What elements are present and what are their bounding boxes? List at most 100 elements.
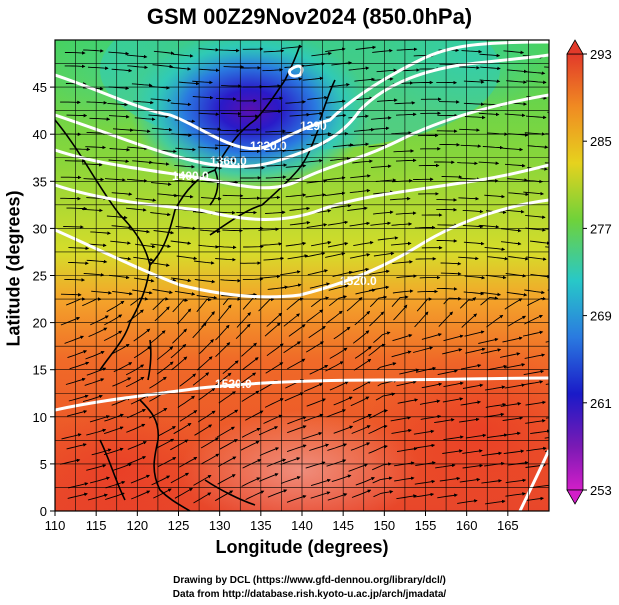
streamline [263,49,285,53]
streamline [441,175,463,179]
streamline [63,225,84,229]
streamline [351,425,371,434]
streamline [462,449,483,454]
streamline [304,62,326,67]
streamline [440,261,462,266]
streamline [547,111,549,113]
streamline [460,144,482,148]
streamline [421,382,443,389]
streamline [153,230,175,235]
streamline [434,418,455,424]
x-tick-label: 145 [332,518,354,533]
streamline [443,435,464,441]
streamline [177,308,192,325]
streamline [352,380,372,392]
cold-core [130,40,370,190]
streamline [266,312,283,327]
streamline [157,457,177,468]
streamline [126,376,145,388]
streamline [265,362,284,374]
streamline [200,127,222,131]
streamline [389,196,411,201]
streamline [68,261,89,265]
streamline [394,476,415,482]
streamline [459,417,480,423]
streamline [64,278,86,282]
streamline [460,400,482,406]
streamline [507,315,527,327]
streamline [525,80,547,85]
streamline [284,147,306,152]
streamline [478,337,499,344]
streamline [265,129,287,133]
streamline [90,231,111,235]
streamline [461,313,478,328]
streamline [106,300,125,313]
streamline [527,145,549,149]
streamline [439,476,461,482]
streamline [194,278,216,284]
streamline [522,330,544,337]
streamline [241,427,261,438]
streamline [307,95,328,100]
streamline [152,288,173,294]
streamline [107,102,129,107]
streamline [354,346,372,359]
streamline [307,269,329,276]
streamline [459,477,481,483]
streamline [394,461,415,467]
streamline [82,394,103,403]
streamline [458,256,479,261]
streamline [327,241,349,248]
streamline [436,287,458,291]
streamline [549,482,569,485]
streamline [369,295,388,308]
streamline [104,413,124,422]
streamline [369,269,390,275]
colorbar-label: 285 [590,134,612,149]
streamline [333,326,351,340]
streamline [90,315,109,326]
streamline [508,192,530,197]
streamline [238,372,257,385]
streamline [506,291,528,297]
streamline [330,156,351,161]
streamline [348,463,368,472]
streamline [435,463,456,469]
streamline [286,444,307,453]
streamline [133,328,151,342]
streamline [368,424,388,435]
streamline [89,476,110,484]
streamline [463,80,485,84]
streamline [215,257,236,262]
streamline [153,488,172,499]
streamline [396,494,417,500]
streamline [524,353,546,359]
streamline [156,361,174,375]
streamline [112,463,133,471]
streamline [66,206,88,211]
streamline [390,241,412,246]
streamline [309,443,330,451]
contour-label: 1290 [300,119,327,133]
streamline [462,463,484,469]
streamline [500,228,522,233]
streamline [324,191,346,197]
streamline [353,358,372,371]
streamline [60,292,82,297]
colorbar-top-arrow [566,39,584,55]
streamline [192,95,214,100]
streamline [525,115,547,120]
streamline [482,145,504,150]
streamline [108,114,130,119]
streamline [222,360,239,375]
streamline [64,335,84,344]
streamline [259,473,279,482]
streamline [463,291,485,296]
streamline [440,271,462,276]
streamline [283,341,301,354]
streamline [126,54,148,59]
y-axis-ticks: 0 5 10 15 20 25 30 35 40 45 [33,80,55,519]
streamline [478,112,500,117]
streamline [285,193,307,198]
